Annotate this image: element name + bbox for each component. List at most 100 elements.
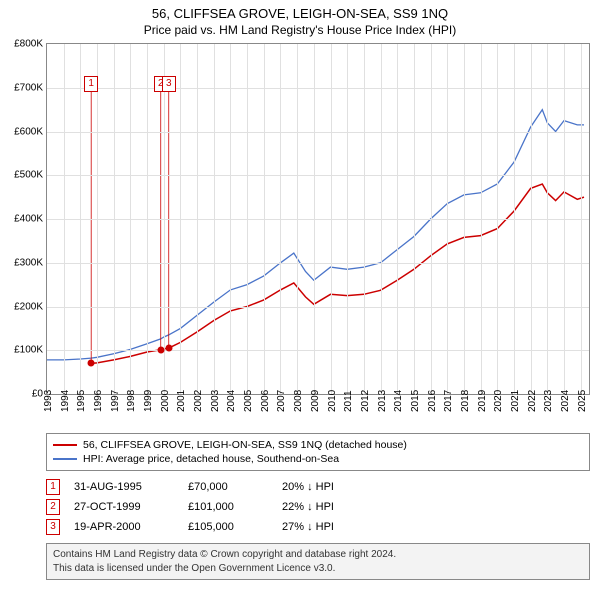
ytick-label: £300K (14, 257, 43, 268)
gridline-h (47, 219, 589, 220)
xtick-label: 2004 (226, 390, 237, 412)
event-diff: 22% ↓ HPI (282, 501, 372, 513)
ytick-label: £800K (14, 39, 43, 50)
event-dot (88, 360, 95, 367)
event-marker-box: 1 (84, 76, 98, 92)
event-date: 31-AUG-1995 (74, 481, 174, 493)
event-marker-icon: 3 (46, 519, 60, 535)
xtick-label: 2007 (276, 390, 287, 412)
footer-line: Contains HM Land Registry data © Crown c… (53, 548, 583, 562)
gridline-v (180, 44, 181, 394)
xtick-label: 2025 (577, 390, 588, 412)
gridline-v (564, 44, 565, 394)
legend-swatch (53, 444, 77, 446)
gridline-v (581, 44, 582, 394)
ytick-label: £700K (14, 82, 43, 93)
xtick-label: 2005 (243, 390, 254, 412)
gridline-v (214, 44, 215, 394)
chart-title: 56, CLIFFSEA GROVE, LEIGH-ON-SEA, SS9 1N… (0, 0, 600, 21)
xtick-label: 1997 (110, 390, 121, 412)
gridline-h (47, 132, 589, 133)
gridline-v (164, 44, 165, 394)
xtick-label: 1996 (93, 390, 104, 412)
xtick-label: 2017 (443, 390, 454, 412)
xtick-label: 2019 (477, 390, 488, 412)
event-marker-icon: 2 (46, 499, 60, 515)
xtick-label: 2008 (293, 390, 304, 412)
event-date: 27-OCT-1999 (74, 501, 174, 513)
xtick-label: 2001 (176, 390, 187, 412)
legend-label: 56, CLIFFSEA GROVE, LEIGH-ON-SEA, SS9 1N… (83, 439, 407, 451)
xtick-label: 2009 (310, 390, 321, 412)
gridline-v (114, 44, 115, 394)
xtick-label: 2013 (377, 390, 388, 412)
gridline-v (497, 44, 498, 394)
xtick-label: 1998 (126, 390, 137, 412)
legend-item: HPI: Average price, detached house, Sout… (53, 452, 583, 466)
gridline-h (47, 350, 589, 351)
ytick-label: £100K (14, 345, 43, 356)
gridline-v (197, 44, 198, 394)
footer-line: This data is licensed under the Open Gov… (53, 562, 583, 576)
ytick-label: £600K (14, 126, 43, 137)
xtick-label: 2023 (543, 390, 554, 412)
gridline-v (364, 44, 365, 394)
gridline-v (264, 44, 265, 394)
xtick-label: 2014 (393, 390, 404, 412)
gridline-h (47, 307, 589, 308)
gridline-v (481, 44, 482, 394)
xtick-label: 1994 (60, 390, 71, 412)
gridline-v (314, 44, 315, 394)
gridline-v (80, 44, 81, 394)
event-price: £101,000 (188, 501, 268, 513)
xtick-label: 2002 (193, 390, 204, 412)
gridline-v (547, 44, 548, 394)
attribution-footer: Contains HM Land Registry data © Crown c… (46, 543, 590, 580)
xtick-label: 2021 (510, 390, 521, 412)
series-hpi (47, 110, 584, 360)
xtick-label: 2010 (327, 390, 338, 412)
gridline-v (64, 44, 65, 394)
gridline-v (381, 44, 382, 394)
ytick-label: £0 (32, 389, 43, 400)
xtick-label: 2016 (427, 390, 438, 412)
xtick-label: 2006 (260, 390, 271, 412)
gridline-v (347, 44, 348, 394)
event-diff: 20% ↓ HPI (282, 481, 372, 493)
gridline-v (247, 44, 248, 394)
gridline-v (297, 44, 298, 394)
xtick-label: 2018 (460, 390, 471, 412)
event-row: 319-APR-2000£105,00027% ↓ HPI (46, 517, 590, 537)
gridline-v (147, 44, 148, 394)
gridline-v (280, 44, 281, 394)
event-diff: 27% ↓ HPI (282, 521, 372, 533)
ytick-label: £500K (14, 170, 43, 181)
event-price: £70,000 (188, 481, 268, 493)
events-table: 1 31-AUG-1995 £70,000 20% ↓ HPI 2 27-OCT-1999… (46, 477, 590, 537)
gridline-v (230, 44, 231, 394)
gridline-h (47, 263, 589, 264)
gridline-h (47, 88, 589, 89)
gridline-v (331, 44, 332, 394)
ytick-label: £400K (14, 214, 43, 225)
legend-label: HPI: Average price, detached house, Sout… (83, 453, 339, 465)
event-price: £105,000 (188, 521, 268, 533)
event-dot (157, 346, 164, 353)
event-marker-icon: 1 (46, 479, 60, 495)
gridline-v (531, 44, 532, 394)
plot-area: £0£100K£200K£300K£400K£500K£600K£700K£80… (46, 43, 590, 395)
event-row: 1 31-AUG-1995 £70,000 20% ↓ HPI (46, 477, 590, 497)
event-dot (165, 345, 172, 352)
chart-container: 56, CLIFFSEA GROVE, LEIGH-ON-SEA, SS9 1N… (0, 0, 600, 590)
xtick-label: 2011 (343, 390, 354, 412)
event-marker-box: 3 (162, 76, 176, 92)
ytick-label: £200K (14, 301, 43, 312)
xtick-label: 2015 (410, 390, 421, 412)
gridline-v (431, 44, 432, 394)
xtick-label: 1995 (76, 390, 87, 412)
xtick-label: 1999 (143, 390, 154, 412)
gridline-h (47, 175, 589, 176)
xtick-label: 2020 (493, 390, 504, 412)
gridline-v (397, 44, 398, 394)
gridline-v (97, 44, 98, 394)
